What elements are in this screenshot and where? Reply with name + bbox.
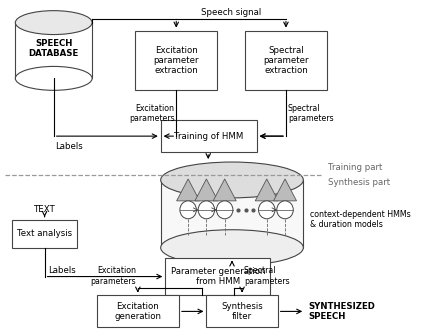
Polygon shape [274,179,297,201]
Bar [161,180,303,248]
Bar [206,295,278,327]
Text: Spectral
parameter
extraction: Spectral parameter extraction [263,46,309,75]
Text: Training part: Training part [328,163,382,172]
Text: Labels: Labels [48,265,76,275]
Ellipse shape [161,162,303,198]
Bar [161,120,257,152]
Circle shape [277,201,293,219]
Text: Parameter generation
from HMM: Parameter generation from HMM [170,267,265,286]
Polygon shape [176,179,200,201]
Text: Spectral
parameters: Spectral parameters [244,266,289,286]
Text: Labels: Labels [55,141,83,151]
Text: Training of HMM: Training of HMM [174,132,243,141]
Circle shape [198,201,214,219]
Text: Synthesis
filter: Synthesis filter [221,302,263,321]
Text: Speech signal: Speech signal [201,8,261,16]
Bar [135,31,217,90]
Circle shape [217,201,233,219]
Circle shape [180,201,196,219]
Text: context-dependent HMMs
& duration models: context-dependent HMMs & duration models [310,210,410,229]
Text: Excitation
parameter
extraction: Excitation parameter extraction [154,46,199,75]
Text: Text analysis: Text analysis [17,229,72,238]
Polygon shape [255,179,278,201]
Text: SYNTHESIZED
SPEECH: SYNTHESIZED SPEECH [308,302,375,321]
Ellipse shape [15,67,92,90]
Bar [12,220,77,248]
Bar [97,295,179,327]
Circle shape [258,201,275,219]
Text: TEXT: TEXT [34,205,55,214]
Text: Excitation
generation: Excitation generation [114,302,161,321]
Text: Spectral
parameters: Spectral parameters [288,103,333,123]
Text: SPEECH
DATABASE: SPEECH DATABASE [29,39,79,58]
Bar [15,23,92,78]
Ellipse shape [161,230,303,265]
Bar [245,31,327,90]
Text: Excitation
parameters: Excitation parameters [91,266,136,286]
Text: Excitation
parameters: Excitation parameters [129,103,174,123]
Polygon shape [213,179,236,201]
Bar [165,258,270,295]
Polygon shape [195,179,218,201]
Ellipse shape [15,11,92,35]
Text: Synthesis part: Synthesis part [328,178,390,187]
